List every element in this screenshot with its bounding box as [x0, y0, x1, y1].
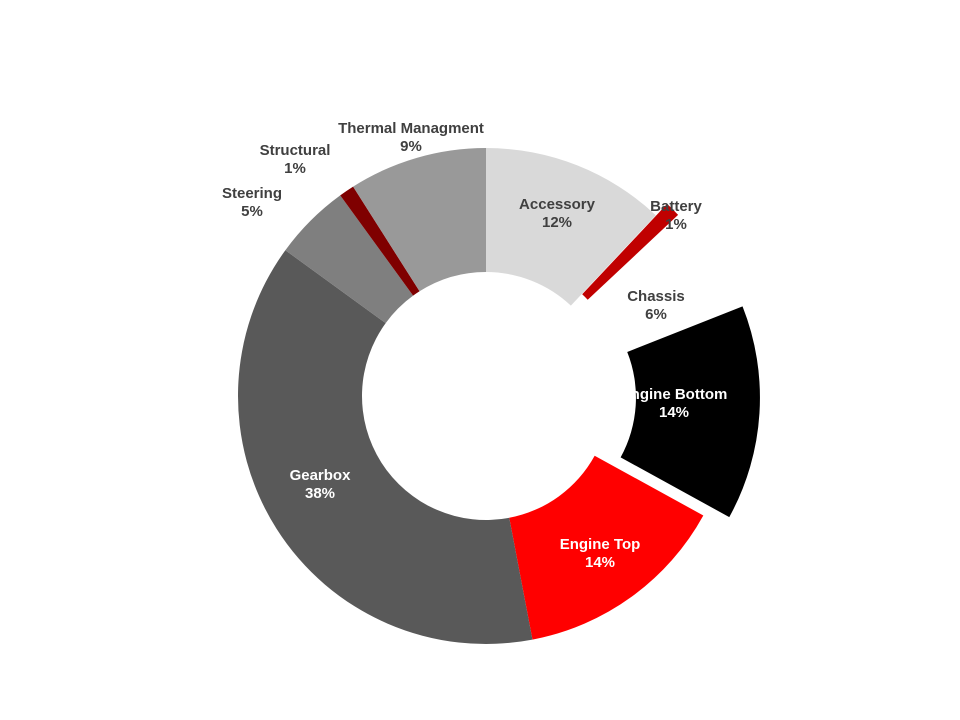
- slice-gearbox: [238, 250, 533, 645]
- slice-category-label: Structural: [260, 142, 331, 159]
- slice-chassis: [588, 218, 729, 343]
- slice-value-label: 6%: [645, 306, 667, 323]
- slice-battery: [582, 203, 679, 300]
- slice-label-accessory: Accessory 12%: [519, 196, 596, 231]
- labels-layer: Accessory 12%Battery 1%Chassis 6%Engine Bot…: [222, 120, 727, 571]
- slice-label-battery: Battery 1%: [650, 198, 702, 233]
- slice-category-label: Gearbox: [290, 467, 352, 484]
- slice-category-label: Chassis: [627, 288, 685, 305]
- slice-label-engine-top: Engine Top 14%: [560, 536, 641, 571]
- slice-value-label: 1%: [665, 216, 687, 233]
- slice-engine-bottom: [620, 306, 760, 518]
- slice-category-label: Accessory: [519, 196, 596, 213]
- slice-value-label: 1%: [284, 160, 306, 177]
- slices-layer: [238, 148, 760, 645]
- slice-value-label: 14%: [585, 554, 615, 571]
- slice-category-label: Battery: [650, 198, 702, 215]
- slice-value-label: 5%: [241, 203, 263, 220]
- slice-value-label: 14%: [659, 404, 689, 421]
- slice-value-label: 9%: [400, 138, 422, 155]
- slice-category-label: Engine Top: [560, 536, 641, 553]
- slice-engine-top: [509, 455, 704, 640]
- slice-label-thermal-managment: Thermal Managment 9%: [338, 120, 484, 155]
- slice-category-label: Engine Bottom: [621, 386, 728, 403]
- slice-category-label: Steering: [222, 185, 282, 202]
- slice-label-engine-bottom: Engine Bottom 14%: [621, 386, 728, 421]
- slice-value-label: 12%: [542, 214, 572, 231]
- slice-category-label: Thermal Managment: [338, 120, 484, 137]
- slice-label-gearbox: Gearbox 38%: [290, 467, 352, 502]
- slice-accessory: [486, 148, 656, 306]
- slice-structural: [340, 186, 420, 296]
- slice-label-structural: Structural 1%: [260, 142, 331, 177]
- slice-value-label: 38%: [305, 485, 335, 502]
- slice-thermal-managment: [353, 148, 486, 292]
- slice-label-steering: Steering 5%: [222, 185, 282, 220]
- slice-steering: [285, 195, 414, 324]
- slice-label-chassis: Chassis 6%: [627, 288, 685, 323]
